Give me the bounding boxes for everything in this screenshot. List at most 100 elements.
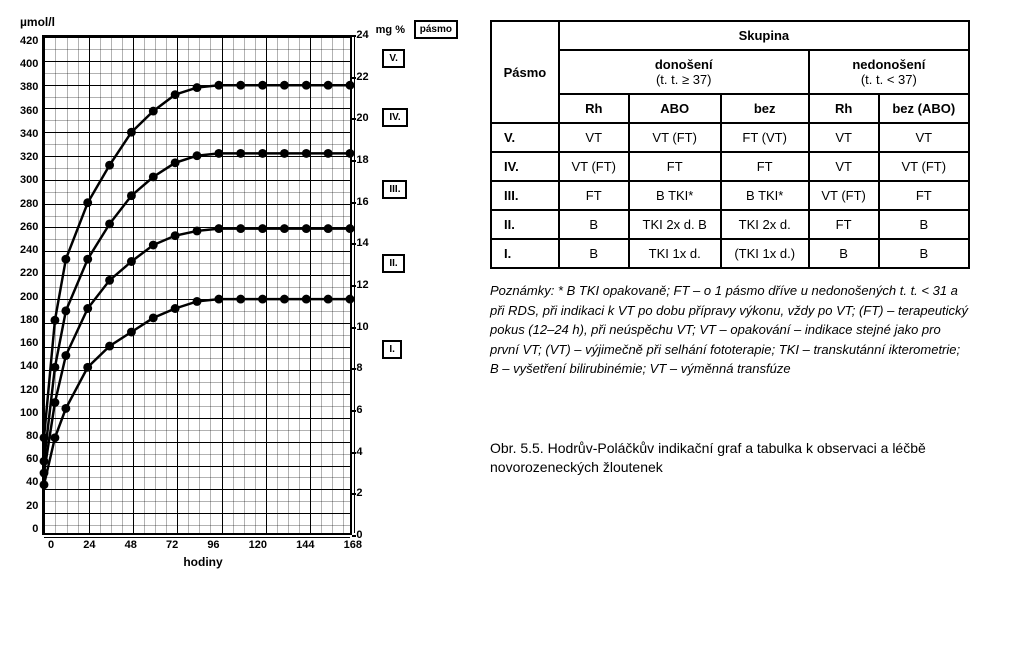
x-tick: 72	[166, 539, 178, 551]
data-point	[302, 149, 311, 158]
data-point	[171, 231, 180, 240]
x-tick: 48	[125, 539, 137, 551]
data-point	[324, 224, 333, 233]
y-left-tick: 60	[26, 453, 38, 465]
y-left-tick: 200	[20, 291, 38, 303]
table-cell: B	[559, 210, 629, 239]
y-left-tick: 140	[20, 360, 38, 372]
table-cell: B	[559, 239, 629, 268]
row-band: II.	[491, 210, 559, 239]
table-cell: VT (FT)	[629, 123, 721, 152]
x-tick: 0	[48, 539, 54, 551]
data-point	[324, 149, 333, 158]
data-point	[193, 83, 202, 92]
table-cell: TKI 2x d. B	[629, 210, 721, 239]
data-point	[258, 81, 267, 90]
table-cell: VT (FT)	[879, 152, 969, 181]
data-point	[127, 257, 136, 266]
data-point	[171, 90, 180, 99]
x-axis-title: hodiny	[48, 555, 358, 569]
data-point	[215, 224, 224, 233]
data-point	[215, 295, 224, 304]
y-left-tick: 300	[20, 174, 38, 186]
y-right-tick: 12	[356, 279, 368, 291]
y-right-tick: 16	[356, 196, 368, 208]
data-point	[193, 151, 202, 160]
table-cell: VT	[809, 152, 879, 181]
data-point	[62, 351, 71, 360]
data-point	[40, 480, 49, 489]
y-left-tick: 0	[32, 523, 38, 535]
table-cell: TKI 2x d.	[721, 210, 809, 239]
notes-text: Poznámky: * B TKI opakovaně; FT – o 1 pá…	[490, 281, 970, 379]
data-point	[149, 107, 158, 116]
band-boxes: V.IV.III.II.I.	[378, 35, 413, 535]
table-cell: B	[879, 210, 969, 239]
y-right-tick: 24	[356, 29, 368, 41]
band-header-box: pásmo	[414, 20, 458, 39]
y-right-tick: 18	[356, 154, 368, 166]
notes-lead: Poznámky:	[490, 283, 554, 298]
th-skupina: Skupina	[559, 21, 969, 50]
data-point	[127, 128, 136, 137]
table-row: I.BTKI 1x d.(TKI 1x d.)BB	[491, 239, 969, 268]
band-box: I.	[382, 340, 402, 359]
y-right-tick: 2	[356, 487, 362, 499]
y-left-tick: 100	[20, 407, 38, 419]
table-cell: FT	[629, 152, 721, 181]
th-nedonoseni-sub: (t. t. < 37)	[861, 72, 917, 87]
y-right-tick: 8	[356, 362, 362, 374]
table-cell: B TKI*	[721, 181, 809, 210]
y-right-tick: 0	[356, 529, 362, 541]
y-left-tick: 320	[20, 151, 38, 163]
data-point	[302, 224, 311, 233]
data-point	[280, 295, 289, 304]
table-row: III.FTB TKI*B TKI*VT (FT)FT	[491, 181, 969, 210]
chart-wrapper: 4204003803603403203002802602402202001801…	[20, 35, 460, 535]
chart-section: µmol/l mg % pásmo 4204003803603403203002…	[20, 20, 460, 569]
data-point	[51, 398, 60, 407]
th-pasmo: Pásmo	[491, 21, 559, 123]
x-tick: 144	[296, 539, 314, 551]
data-point	[51, 363, 60, 372]
row-band: IV.	[491, 152, 559, 181]
data-point	[105, 342, 114, 351]
data-point	[171, 158, 180, 167]
plot-area	[42, 35, 352, 535]
curve-ii	[44, 299, 350, 485]
table-cell: FT	[559, 181, 629, 210]
table-row: IV.VT (FT)FTFTVTVT (FT)	[491, 152, 969, 181]
data-point	[215, 149, 224, 158]
x-tick-labels: 024487296120144168	[48, 539, 362, 551]
col-header: bez (ABO)	[879, 94, 969, 123]
th-donoseni-label: donošení	[655, 57, 713, 72]
row-band: I.	[491, 239, 559, 268]
sub-header-row: RhABObezRhbez (ABO)	[491, 94, 969, 123]
y-right-tick-labels: 242220181614121086420	[352, 35, 378, 535]
data-point	[51, 433, 60, 442]
data-point	[324, 295, 333, 304]
y-left-tick: 400	[20, 58, 38, 70]
table-body: V.VTVT (FT)FT (VT)VTVTIV.VT (FT)FTFTVTVT…	[491, 123, 969, 268]
y-left-tick: 40	[26, 476, 38, 488]
table-row: V.VTVT (FT)FT (VT)VTVT	[491, 123, 969, 152]
y-left-tick: 180	[20, 314, 38, 326]
band-box: V.	[382, 49, 405, 68]
data-point	[237, 149, 246, 158]
y-right-tick: 20	[356, 112, 368, 124]
y-right-tick: 14	[356, 237, 368, 249]
table-cell: FT	[721, 152, 809, 181]
data-point	[84, 304, 93, 313]
data-point	[127, 328, 136, 337]
table-cell: (TKI 1x d.)	[721, 239, 809, 268]
band-box: III.	[382, 180, 407, 199]
x-tick: 120	[249, 539, 267, 551]
band-box: II.	[382, 254, 404, 273]
table-cell: FT	[809, 210, 879, 239]
data-point	[62, 255, 71, 264]
data-point	[193, 297, 202, 306]
y-right-tick: 10	[356, 321, 368, 333]
y-left-tick: 160	[20, 337, 38, 349]
data-point	[84, 198, 93, 207]
y-left-tick: 280	[20, 198, 38, 210]
